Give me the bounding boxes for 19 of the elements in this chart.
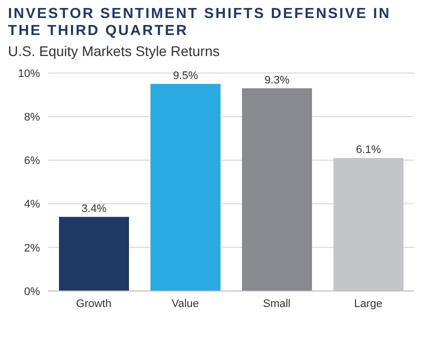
data-label: 3.4% — [81, 202, 107, 215]
y-tick-label: 4% — [24, 198, 40, 211]
x-tick-label: Growth — [76, 298, 112, 310]
x-tick-label: Small — [262, 298, 291, 310]
x-tick-label: Value — [172, 298, 199, 310]
y-tick-label: 0% — [24, 286, 40, 298]
y-tick-label: 8% — [24, 112, 40, 124]
x-tick-label: Large — [354, 298, 382, 310]
bar — [150, 84, 220, 291]
y-tick-label: 6% — [24, 155, 40, 168]
y-tick-label: 10% — [18, 68, 40, 80]
chart-title: INVESTOR SENTIMENT SHIFTS DEFENSIVE IN THE THIRD QUARTER — [8, 6, 392, 40]
y-tick-label: 2% — [24, 242, 40, 254]
bar — [242, 88, 312, 291]
data-label: 9.5% — [172, 70, 198, 82]
bar — [58, 216, 129, 291]
data-label: 6.1% — [356, 144, 382, 156]
chart-subtitle: U.S. Equity Markets Style Returns — [8, 43, 221, 59]
data-label: 9.3% — [264, 74, 290, 86]
